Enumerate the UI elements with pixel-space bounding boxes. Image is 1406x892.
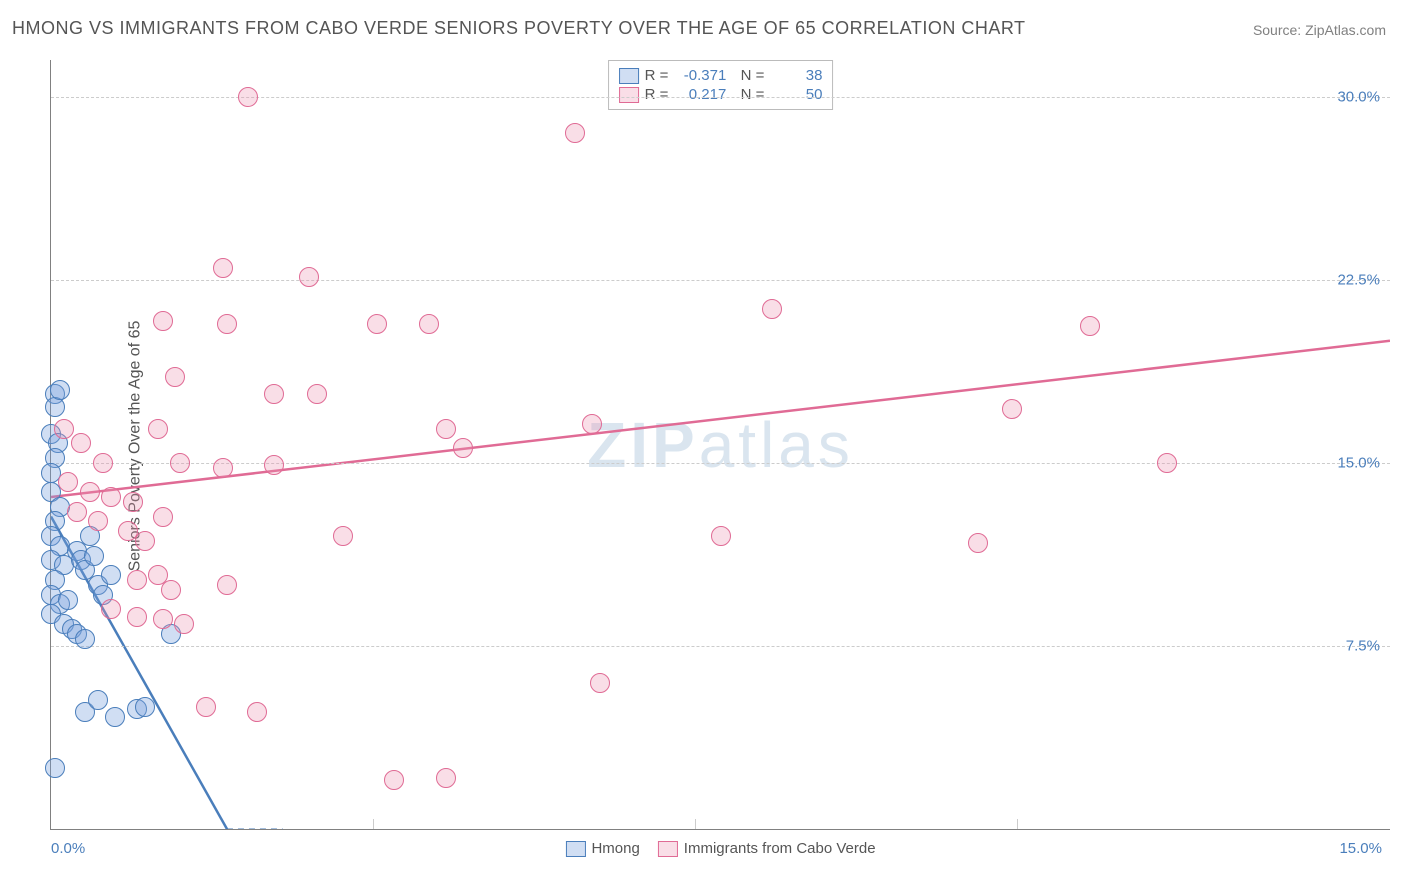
swatch-hmong-bottom: [565, 841, 585, 857]
swatch-hmong: [619, 68, 639, 84]
point-hmong: [101, 565, 121, 585]
point-cabo: [238, 87, 258, 107]
chart-title: HMONG VS IMMIGRANTS FROM CABO VERDE SENI…: [12, 18, 1026, 39]
point-cabo: [213, 258, 233, 278]
gridline-v: [695, 819, 696, 829]
point-cabo: [196, 697, 216, 717]
legend-label-hmong: Hmong: [591, 840, 639, 857]
chart-container: HMONG VS IMMIGRANTS FROM CABO VERDE SENI…: [0, 0, 1406, 892]
swatch-cabo-bottom: [658, 841, 678, 857]
point-cabo: [123, 492, 143, 512]
point-cabo: [436, 419, 456, 439]
point-hmong: [105, 707, 125, 727]
point-cabo: [582, 414, 602, 434]
point-hmong: [75, 629, 95, 649]
point-hmong: [45, 397, 65, 417]
point-cabo: [127, 607, 147, 627]
r-value-cabo: 0.217: [674, 86, 726, 103]
point-cabo: [71, 433, 91, 453]
point-cabo: [135, 531, 155, 551]
point-cabo: [67, 502, 87, 522]
point-cabo: [217, 314, 237, 334]
point-cabo: [54, 419, 74, 439]
swatch-cabo: [619, 87, 639, 103]
point-cabo: [170, 453, 190, 473]
gridline-v: [373, 819, 374, 829]
series-legend: Hmong Immigrants from Cabo Verde: [565, 840, 875, 857]
point-cabo: [264, 455, 284, 475]
n-value-cabo: 50: [770, 86, 822, 103]
gridline-h: [51, 463, 1390, 464]
point-cabo: [148, 419, 168, 439]
point-cabo: [217, 575, 237, 595]
gridline-v: [1017, 819, 1018, 829]
point-cabo: [384, 770, 404, 790]
watermark: ZIPatlas: [587, 408, 854, 482]
legend-item-hmong: Hmong: [565, 840, 639, 857]
legend-row-hmong: R = -0.371 N = 38: [619, 67, 823, 84]
point-cabo: [762, 299, 782, 319]
point-cabo: [1080, 316, 1100, 336]
point-cabo: [58, 472, 78, 492]
point-cabo: [153, 507, 173, 527]
point-cabo: [1002, 399, 1022, 419]
point-cabo: [711, 526, 731, 546]
legend-row-cabo: R = 0.217 N = 50: [619, 86, 823, 103]
point-cabo: [165, 367, 185, 387]
point-cabo: [436, 768, 456, 788]
point-cabo: [153, 311, 173, 331]
point-cabo: [101, 599, 121, 619]
point-hmong: [50, 380, 70, 400]
source-label: Source: ZipAtlas.com: [1253, 22, 1386, 38]
legend-item-cabo: Immigrants from Cabo Verde: [658, 840, 876, 857]
r-value-hmong: -0.371: [674, 67, 726, 84]
point-cabo: [333, 526, 353, 546]
point-hmong: [45, 758, 65, 778]
point-cabo: [213, 458, 233, 478]
point-hmong: [58, 590, 78, 610]
point-cabo: [93, 453, 113, 473]
point-hmong: [84, 546, 104, 566]
plot-area: ZIPatlas R = -0.371 N = 38 R = 0.217 N =…: [50, 60, 1390, 830]
point-cabo: [88, 511, 108, 531]
point-cabo: [1157, 453, 1177, 473]
point-cabo: [101, 487, 121, 507]
point-cabo: [153, 609, 173, 629]
gridline-h: [51, 280, 1390, 281]
point-cabo: [247, 702, 267, 722]
n-value-hmong: 38: [770, 67, 822, 84]
point-cabo: [127, 570, 147, 590]
point-cabo: [968, 533, 988, 553]
point-cabo: [161, 580, 181, 600]
ytick-label: 22.5%: [1337, 271, 1380, 288]
point-cabo: [453, 438, 473, 458]
ytick-label: 30.0%: [1337, 88, 1380, 105]
point-cabo: [174, 614, 194, 634]
gridline-h: [51, 646, 1390, 647]
point-cabo: [590, 673, 610, 693]
point-cabo: [80, 482, 100, 502]
point-cabo: [264, 384, 284, 404]
point-cabo: [367, 314, 387, 334]
ytick-label: 7.5%: [1346, 637, 1380, 654]
point-cabo: [565, 123, 585, 143]
xtick-label: 15.0%: [1339, 840, 1382, 857]
legend-label-cabo: Immigrants from Cabo Verde: [684, 840, 876, 857]
point-hmong: [88, 690, 108, 710]
correlation-legend: R = -0.371 N = 38 R = 0.217 N = 50: [608, 60, 834, 110]
point-cabo: [299, 267, 319, 287]
point-hmong: [135, 697, 155, 717]
point-cabo: [419, 314, 439, 334]
ytick-label: 15.0%: [1337, 454, 1380, 471]
point-cabo: [307, 384, 327, 404]
xtick-label: 0.0%: [51, 840, 85, 857]
